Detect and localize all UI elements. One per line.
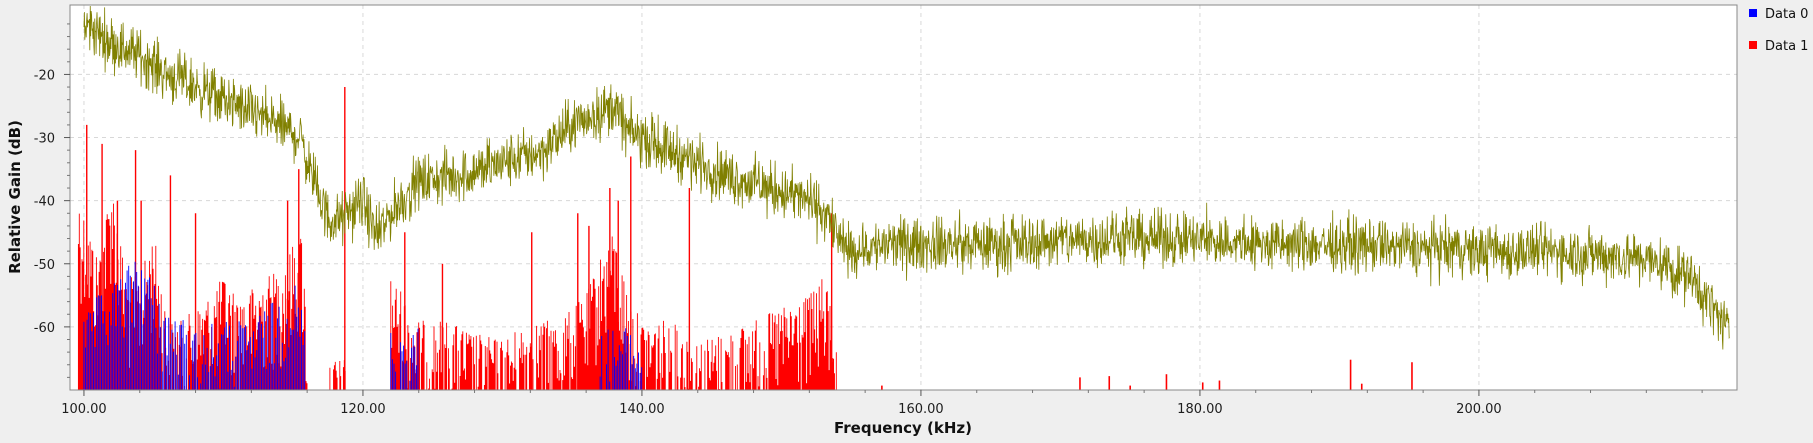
y-axis-title: Relative Gain (dB) [6,120,24,274]
series-olive-trace [83,5,1730,350]
x-tick-label: 100.00 [61,402,107,417]
legend-item: Data 0 [1749,7,1808,22]
grid [70,5,1737,390]
y-tick-label: -40 [34,195,55,210]
legend-label: Data 1 [1765,39,1808,54]
legend-swatch [1749,41,1757,49]
series-layer [77,5,1730,390]
legend-swatch [1749,9,1757,17]
legend: Data 0 Data 1 [1749,7,1808,54]
y-tick-label: -50 [34,258,55,273]
x-tick-label: 180.00 [1177,402,1223,417]
series-spikes [83,261,643,390]
x-tick-label: 140.00 [619,402,665,417]
y-tick-label: -60 [34,321,55,336]
legend-label: Data 0 [1765,7,1808,22]
y-tick-label: -30 [34,132,55,147]
plot-area [70,5,1737,390]
x-tick-label: 120.00 [340,402,386,417]
axes: 100.00 120.00 140.00 160.00 180.00 200.00 -20 -… [34,23,1703,417]
x-axis-title: Frequency (kHz) [834,419,972,437]
x-tick-label: 160.00 [898,402,944,417]
series-data-0 [83,261,643,390]
series-line [83,5,1730,350]
x-tick-label: 200.00 [1456,402,1502,417]
legend-item: Data 1 [1749,39,1808,54]
plot-frame [69,4,1738,391]
y-tick-label: -20 [34,68,55,83]
